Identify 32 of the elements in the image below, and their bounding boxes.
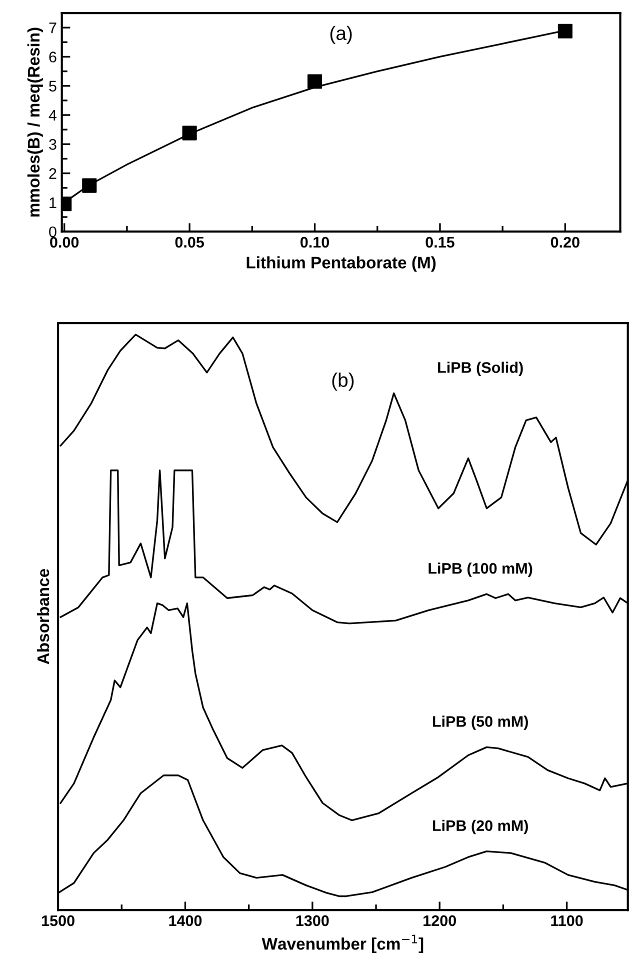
y-tick-label: 2 xyxy=(49,168,56,179)
x-tick-label: 1400 xyxy=(169,915,202,926)
x-tick-label: 0.20 xyxy=(550,236,580,248)
point xyxy=(82,178,97,193)
y-tick-label: 0 xyxy=(49,226,56,238)
text: LiPB (Solid) xyxy=(438,362,523,376)
x-axis-title: Wavenumber [cm$^{−1}$] xyxy=(262,934,424,954)
series-label: LiPB (20 mM) xyxy=(432,820,528,834)
y-tick-label: 7 xyxy=(49,22,56,34)
annotation: (b) xyxy=(332,372,354,391)
x-tick-label: 1300 xyxy=(296,915,329,926)
y-axis-title: Absorbance xyxy=(36,568,50,664)
point xyxy=(182,126,197,140)
annotation: (a) xyxy=(330,26,352,44)
series-label: LiPB (100 mM) xyxy=(428,562,532,577)
y-tick-label: 4 xyxy=(48,110,57,121)
x-tick-label: 1500 xyxy=(42,915,74,926)
x-tick-label: 1200 xyxy=(424,915,456,926)
series-label: LiPB (50 mM) xyxy=(432,716,528,730)
y-axis-title: mmoles(B) / meq(Resin) xyxy=(27,28,43,217)
point xyxy=(307,74,322,89)
x-tick-label: 1100 xyxy=(551,915,583,926)
y-tick-label: 6 xyxy=(49,52,56,62)
x-tick-label: 0.10 xyxy=(300,236,330,248)
y-tick-label: 5 xyxy=(49,80,56,92)
x-tick-label: 0.05 xyxy=(175,236,204,248)
x-tick-label: 0.00 xyxy=(50,236,79,248)
y-tick-label: 1 xyxy=(50,197,56,208)
x-axis-title: Lithium Pentaborate (M) xyxy=(246,256,436,272)
x-tick-label: 0.15 xyxy=(426,236,454,248)
y-tick-label: 3 xyxy=(49,139,56,150)
point xyxy=(558,24,572,38)
